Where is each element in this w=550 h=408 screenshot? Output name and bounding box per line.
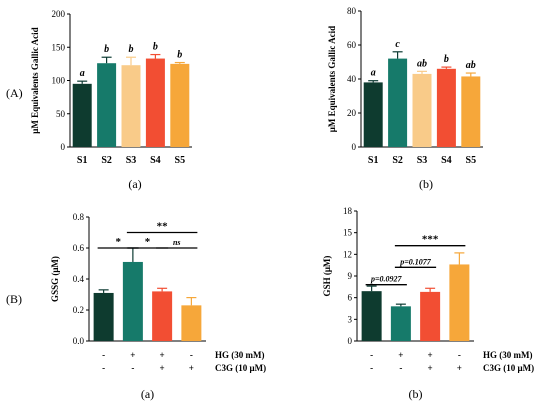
y-tick-label: 0.2 [73, 305, 84, 315]
hg-label: HG (30 mM) [215, 350, 265, 360]
bar-s2 [388, 58, 408, 147]
bar-s5 [170, 63, 190, 147]
c3g-label: C3G (10 μM) [483, 363, 534, 373]
c3g-sign: - [370, 363, 373, 373]
hg-label: HG (30 mM) [483, 350, 533, 360]
bar-s5 [461, 76, 481, 147]
bar-s3 [412, 73, 432, 147]
y-tick-label: 100 [52, 76, 66, 86]
comparison-label: * [145, 236, 151, 248]
subplot-label: (b) [409, 387, 423, 401]
hg-sign: - [370, 350, 373, 360]
significance-letter: ab [417, 58, 427, 69]
comparison-label: ** [157, 221, 169, 233]
c3g-sign: + [189, 363, 194, 373]
y-tick-label: 6 [348, 293, 353, 303]
comparison-label: ns [173, 238, 181, 247]
significance-letter: b [129, 44, 134, 55]
row-label-A: (A) [6, 86, 23, 100]
bar-s2 [97, 63, 117, 147]
y-tick-label: 0.0 [73, 336, 85, 346]
subplot-label: (a) [128, 177, 141, 191]
subplot-label: (a) [141, 387, 154, 401]
c3g-sign: + [457, 363, 462, 373]
y-axis-label: GSH (μM) [322, 256, 332, 297]
y-tick-label: 40 [347, 74, 357, 84]
x-tick-label: S1 [368, 155, 379, 166]
c3g-sign: + [428, 363, 433, 373]
y-tick-label: 0 [352, 142, 357, 152]
bar-group-3 [420, 291, 441, 341]
bar-group-4 [181, 305, 202, 341]
y-tick-label: 12 [343, 249, 352, 259]
y-axis-label: GSSG (μM) [50, 256, 60, 302]
significance-letter: b [104, 44, 109, 55]
bar-s3 [121, 65, 141, 147]
hg-sign: + [428, 350, 433, 360]
hg-sign: + [130, 350, 135, 360]
x-tick-label: S4 [441, 155, 452, 166]
y-tick-label: 0.4 [73, 274, 85, 284]
x-tick-label: S4 [150, 155, 161, 166]
y-tick-label: 200 [52, 9, 66, 19]
c3g-sign: - [102, 363, 105, 373]
bar-group-3 [152, 291, 173, 341]
hg-sign: + [398, 350, 403, 360]
comparison-label: p=0.0927 [370, 275, 403, 284]
c3g-sign: - [399, 363, 402, 373]
y-tick-label: 15 [343, 228, 353, 238]
c3g-sign: - [131, 363, 134, 373]
x-tick-label: S5 [466, 155, 477, 166]
bar-group-1 [361, 291, 382, 341]
comparison-label: *** [422, 234, 439, 246]
hg-sign: - [190, 350, 193, 360]
hg-sign: - [102, 350, 105, 360]
x-tick-label: S2 [392, 155, 403, 166]
c3g-label: C3G (10 μM) [215, 363, 266, 373]
subplot-label: (b) [419, 177, 433, 191]
y-tick-label: 60 [347, 40, 357, 50]
bar-group-2 [122, 261, 143, 341]
y-axis-label: μM Equivalents Gallic Acid [30, 27, 40, 133]
x-tick-label: S1 [77, 155, 88, 166]
significance-letter: b [444, 54, 449, 65]
bar-group-4 [449, 264, 470, 341]
comparison-label: p=0.1077 [399, 257, 432, 266]
y-tick-label: 150 [52, 42, 66, 52]
comparison-label: * [116, 236, 122, 248]
significance-letter: c [395, 39, 400, 50]
significance-letter: a [371, 68, 376, 79]
x-tick-label: S5 [175, 155, 186, 166]
y-tick-label: 0 [348, 336, 353, 346]
x-tick-label: S3 [126, 155, 137, 166]
y-tick-label: 50 [56, 109, 66, 119]
bar-s4 [145, 58, 165, 147]
y-tick-label: 20 [347, 108, 357, 118]
y-tick-label: 9 [348, 271, 353, 281]
y-tick-label: 0 [61, 142, 66, 152]
bar-s4 [436, 68, 456, 147]
bar-s1 [72, 83, 92, 147]
bar-group-2 [390, 306, 411, 341]
significance-letter: ab [466, 60, 476, 71]
x-tick-label: S3 [417, 155, 428, 166]
y-tick-label: 80 [347, 6, 357, 16]
y-tick-label: 3 [348, 314, 353, 324]
x-tick-label: S2 [101, 155, 112, 166]
significance-letter: b [177, 50, 182, 61]
y-tick-label: 0.6 [73, 243, 85, 253]
c3g-sign: + [160, 363, 165, 373]
y-axis-label: μM Equivalents Gallic Acid [327, 26, 337, 132]
bar-s1 [363, 82, 383, 147]
y-tick-label: 18 [343, 206, 353, 216]
hg-sign: - [458, 350, 461, 360]
significance-letter: a [80, 68, 85, 79]
row-label-B: (B) [6, 292, 22, 306]
significance-letter: b [153, 42, 158, 53]
hg-sign: + [160, 350, 165, 360]
y-tick-label: 0.8 [73, 212, 85, 222]
bar-group-1 [93, 292, 114, 341]
